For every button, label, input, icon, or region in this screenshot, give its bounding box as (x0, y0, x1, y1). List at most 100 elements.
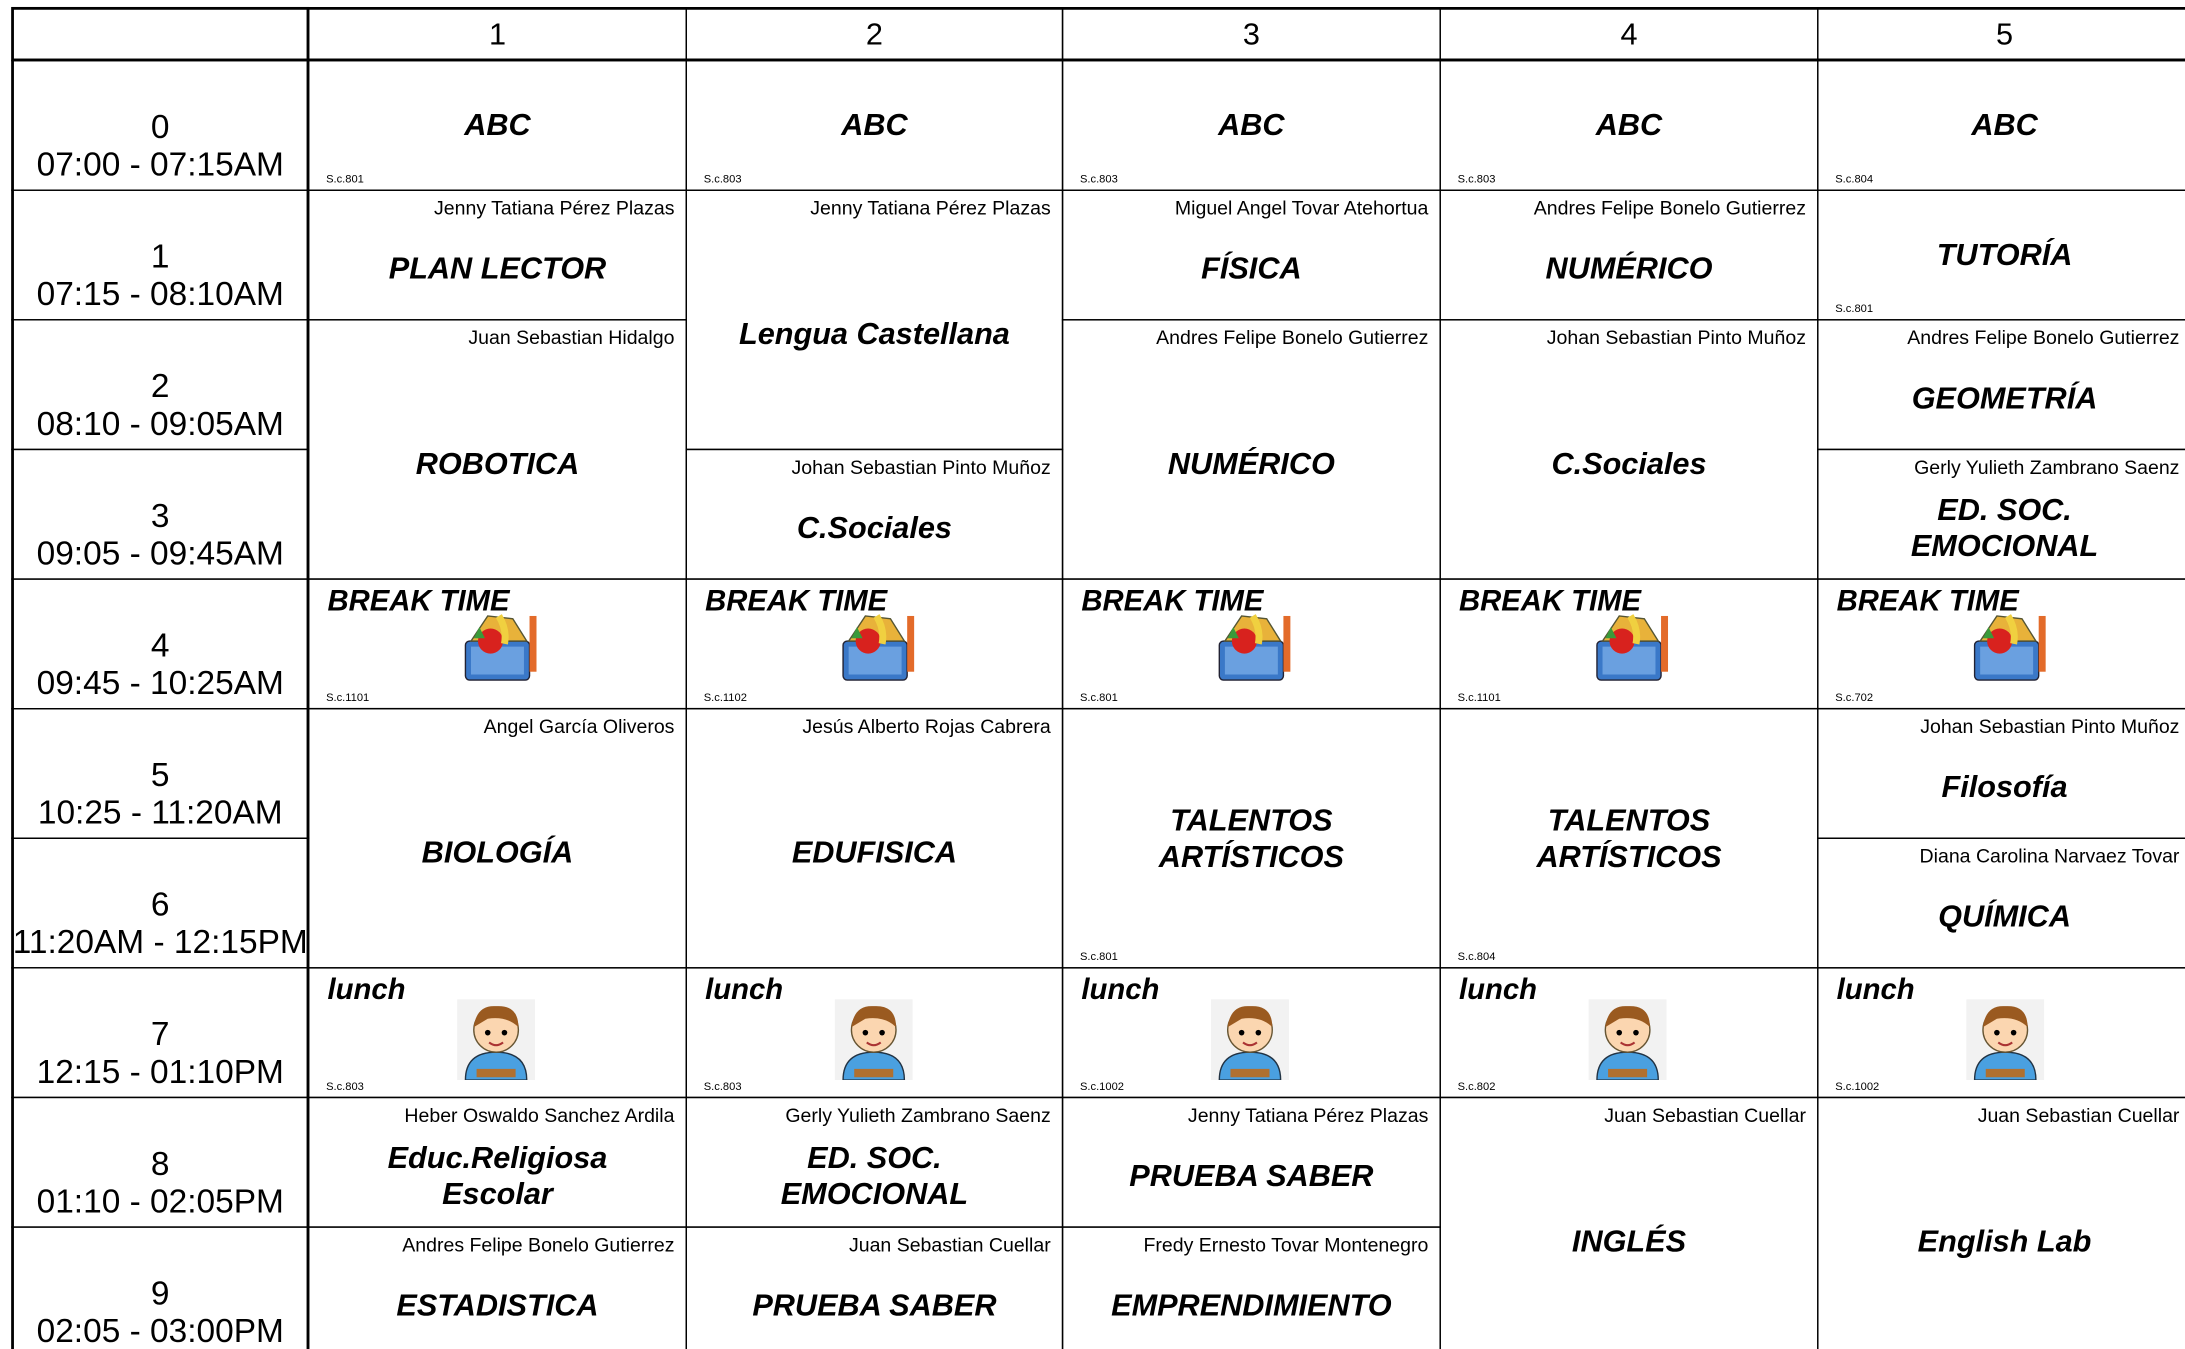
period-number: 0 (150, 108, 170, 147)
teacher: Johan Sebastian Pinto Muñoz (1546, 326, 1806, 349)
lesson-cell: BREAK TIME S.c.801 (1061, 578, 1441, 710)
room: S.c.803 (703, 172, 742, 186)
period-cell: 5 10:25 - 11:20AM (11, 707, 310, 839)
lesson-cell: lunch S.c.803 (685, 967, 1064, 1099)
room: S.c.802 (1457, 1080, 1496, 1093)
teacher: Juan Sebastian Cuellar (1604, 1103, 1806, 1127)
period-number: 8 (150, 1145, 170, 1184)
header-corner (11, 6, 310, 62)
lesson-cell: ABC S.c.803 (685, 59, 1064, 191)
period-time: 09:45 - 10:25AM (36, 664, 284, 703)
subject: English Lab (1917, 1222, 2092, 1258)
teacher: Juan Sebastian Cuellar (848, 1233, 1051, 1256)
lesson-cell: Juan Sebastian Hidalgo ROBOTICA (307, 319, 687, 580)
lesson-cell: TALENTOS ARTÍSTICOS S.c.804 (1439, 707, 1819, 969)
lesson-cell: Johan Sebastian Pinto Muñoz C.Sociales (685, 448, 1064, 580)
subject: ABC (841, 107, 908, 143)
room: S.c.801 (1079, 950, 1118, 963)
subject: NUMÉRICO (1545, 250, 1713, 286)
lesson-cell: Juan Sebastian Cuellar INGLÉS (1439, 1096, 1819, 1349)
period-number: 2 (150, 367, 170, 406)
teacher: Miguel Angel Tovar Atehortua (1174, 196, 1429, 219)
subject: C.Sociales (1551, 445, 1707, 481)
subject: Educ.Religiosa Escolar (387, 1139, 608, 1212)
subject: ROBOTICA (415, 445, 580, 481)
period-cell: 0 07:00 - 07:15AM (11, 59, 310, 191)
icon (1966, 999, 2045, 1087)
period-time: 07:15 - 08:10AM (36, 275, 284, 314)
lesson-cell: TALENTOS ARTÍSTICOS S.c.801 (1061, 707, 1441, 969)
subject: TUTORÍA (1936, 236, 2073, 272)
subject: BREAK TIME (1081, 585, 1264, 618)
icon (1966, 610, 2050, 689)
subject: ABC (1595, 107, 1663, 143)
subject: BIOLOGÍA (421, 834, 574, 869)
subject: PRUEBA SABER (1129, 1158, 1374, 1193)
icon (1588, 999, 1667, 1087)
teacher: Johan Sebastian Pinto Muñoz (1920, 714, 2180, 738)
subject: BREAK TIME (1836, 585, 2019, 618)
subject: BREAK TIME (1458, 585, 1642, 618)
subject: ABC (1971, 107, 2038, 143)
subject: ED. SOC. EMOCIONAL (780, 1139, 969, 1212)
lesson-cell: Jenny Tatiana Pérez Plazas Lengua Castell… (685, 189, 1064, 451)
period-time: 09:05 - 09:45AM (36, 535, 284, 573)
period-number: 6 (150, 886, 170, 924)
room: S.c.1002 (1835, 1080, 1880, 1093)
subject: lunch (327, 974, 406, 1007)
room: S.c.801 (1835, 302, 1874, 315)
lesson-cell: lunch S.c.803 (307, 967, 687, 1099)
lesson-cell: Jenny Tatiana Pérez Plazas PLAN LECTOR (307, 189, 687, 321)
period-time: 12:15 - 01:10PM (36, 1053, 284, 1092)
period-time: 01:10 - 02:05PM (36, 1183, 284, 1221)
period-cell: 2 08:10 - 09:05AM (11, 319, 310, 451)
period-time: 08:10 - 09:05AM (36, 405, 284, 444)
period-cell: 9 02:05 - 03:00PM (11, 1226, 310, 1349)
period-number: 3 (150, 497, 170, 536)
room: S.c.804 (1457, 950, 1496, 963)
lesson-cell: Juan Sebastian Cuellar PRUEBA SABER (685, 1226, 1064, 1349)
subject: ESTADISTICA (396, 1287, 599, 1323)
column-header: 4 (1439, 6, 1819, 62)
subject: ABC (1218, 107, 1285, 143)
period-time: 02:05 - 03:00PM (36, 1312, 284, 1349)
lesson-cell: Jenny Tatiana Pérez Plazas PRUEBA SABER (1061, 1096, 1441, 1228)
column-header: 3 (1061, 6, 1441, 62)
subject: lunch (1081, 974, 1160, 1007)
lesson-cell: Fredy Ernesto Tovar Montenegro EMPRENDIMI… (1061, 1226, 1441, 1349)
teacher: Jenny Tatiana Pérez Plazas (810, 196, 1051, 219)
lesson-cell: ABC S.c.803 (1439, 59, 1819, 191)
subject: EDUFISICA (791, 834, 958, 869)
lesson-cell: Angel García Oliveros BIOLOGÍA (307, 707, 687, 969)
lesson-cell: Diana Carolina Narvaez Tovar QUÍMICA (1817, 837, 2185, 969)
lesson-cell: Jesús Alberto Rojas Cabrera EDUFISICA (685, 707, 1064, 969)
room: S.c.1102 (703, 691, 747, 704)
subject: ABC (464, 107, 531, 143)
period-cell: 8 01:10 - 02:05PM (11, 1096, 310, 1228)
lesson-cell: Juan Sebastian Cuellar English Lab (1817, 1096, 2185, 1349)
room: S.c.801 (326, 172, 364, 186)
room: S.c.804 (1835, 172, 1874, 186)
subject: lunch (705, 974, 784, 1007)
lesson-cell: Andres Felipe Bonelo Gutierrez NUMÉRICO (1439, 189, 1819, 321)
lesson-cell: BREAK TIME S.c.702 (1817, 578, 2185, 710)
period-cell: 3 09:05 - 09:45AM (11, 448, 310, 580)
subject: Filosofía (1941, 769, 2068, 805)
teacher: Gerly Yulieth Zambrano Saenz (785, 1103, 1051, 1127)
column-header: 2 (685, 6, 1064, 62)
lesson-cell: Andres Felipe Bonelo Gutierrez GEOMETRÍA (1817, 319, 2185, 451)
lesson-cell: lunch S.c.802 (1439, 967, 1819, 1099)
room: S.c.1002 (1079, 1080, 1124, 1093)
subject: lunch (1458, 974, 1538, 1007)
icon (834, 999, 913, 1087)
subject: ED. SOC. EMOCIONAL (1910, 491, 2099, 564)
room: S.c.803 (1079, 172, 1118, 186)
subject: lunch (1836, 974, 1915, 1007)
subject: BREAK TIME (327, 585, 510, 618)
lesson-cell: Johan Sebastian Pinto Muñoz Filosofía (1817, 707, 2185, 839)
teacher: Andres Felipe Bonelo Gutierrez (402, 1233, 675, 1256)
teacher: Fredy Ernesto Tovar Montenegro (1143, 1233, 1429, 1256)
icon (1589, 610, 1673, 689)
lesson-cell: Heber Oswaldo Sanchez Ardila Educ.Religio… (307, 1096, 687, 1228)
